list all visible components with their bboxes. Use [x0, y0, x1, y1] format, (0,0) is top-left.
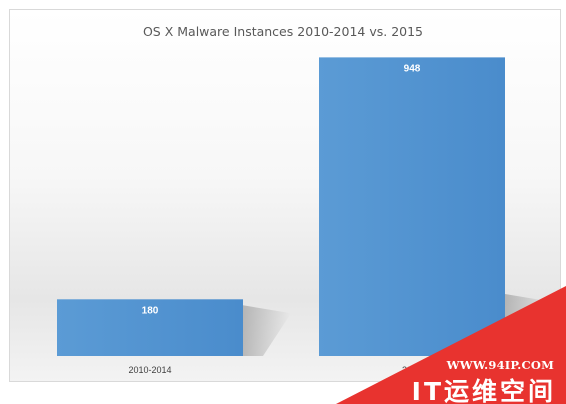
bar-shadow — [243, 305, 291, 356]
data-label: 180 — [142, 305, 159, 316]
bar-2015 — [319, 57, 505, 356]
watermark: WWW.94IP.COM IT运维空间 — [336, 286, 566, 404]
watermark-triangle — [336, 286, 566, 404]
bar-2010-2014 — [57, 299, 243, 356]
x-tick-label: 2010-2014 — [128, 365, 171, 375]
watermark-url: WWW.94IP.COM — [446, 358, 554, 372]
data-label: 948 — [404, 63, 421, 74]
watermark-name: IT运维空间 — [411, 377, 556, 404]
chart-title: OS X Malware Instances 2010-2014 vs. 201… — [142, 24, 424, 39]
